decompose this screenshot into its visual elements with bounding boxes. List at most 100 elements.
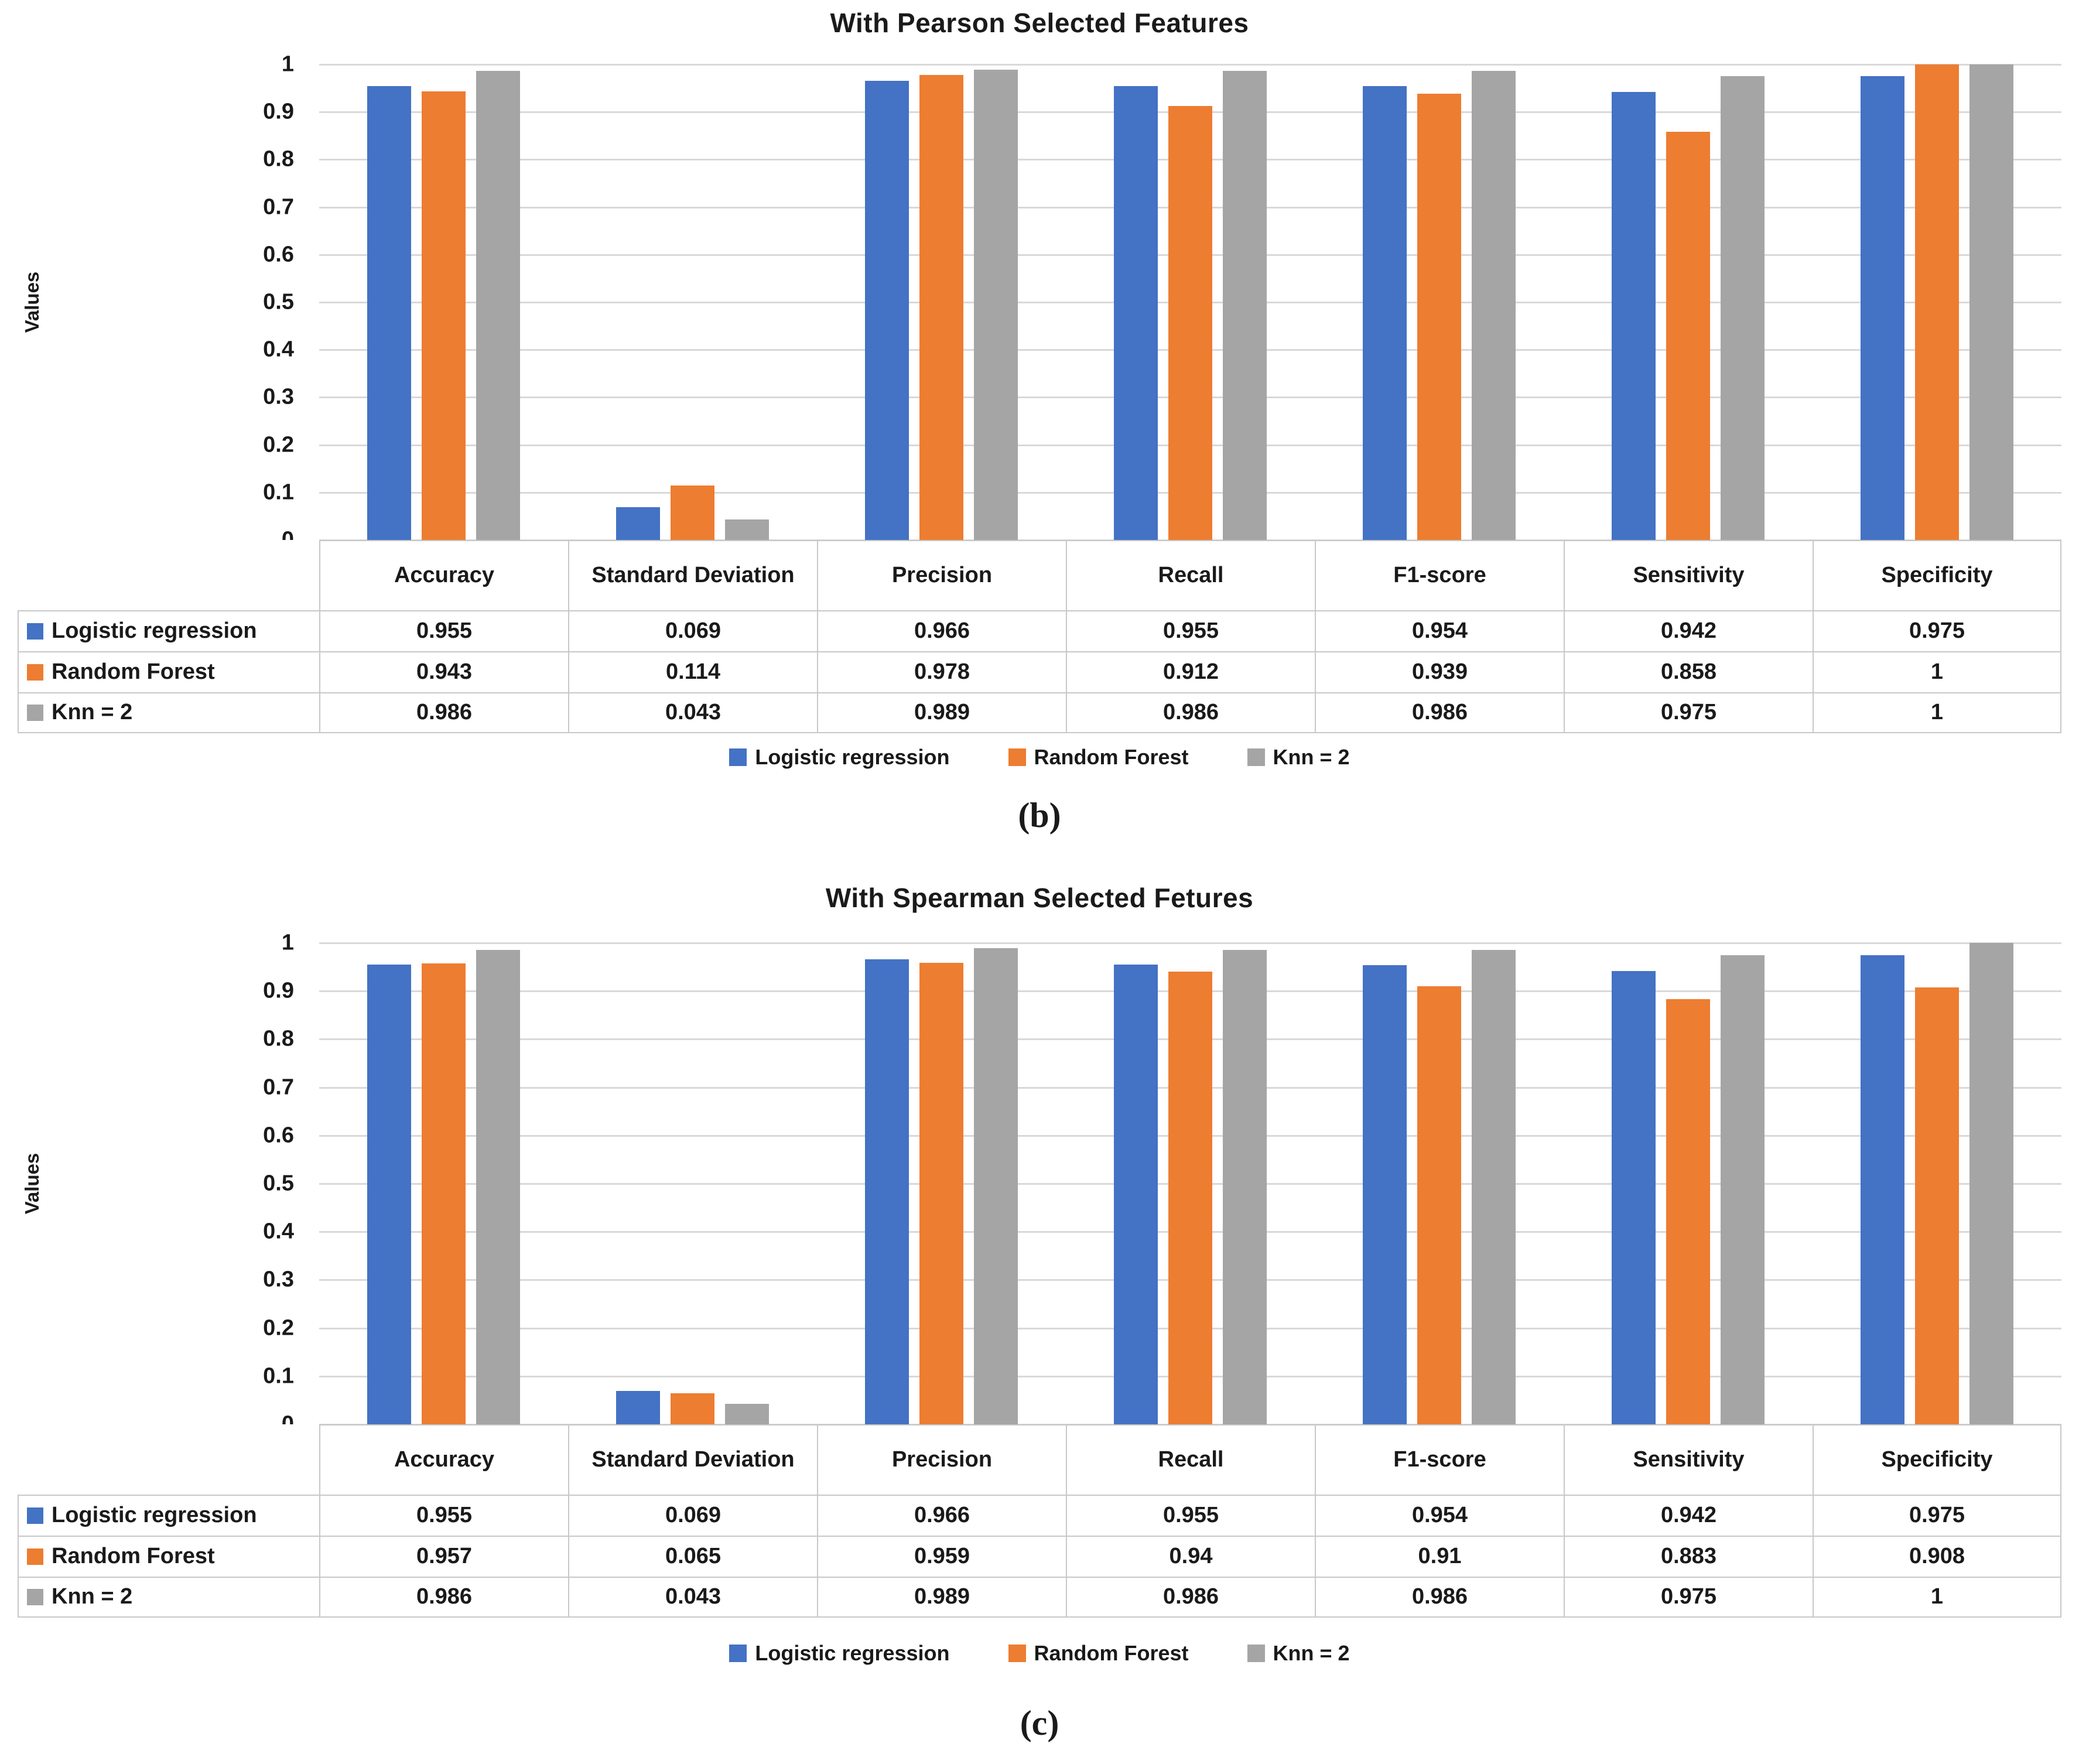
bar-groups (319, 64, 2061, 540)
bar-group-accuracy (319, 943, 568, 1424)
bar-random-forest-precision (919, 74, 963, 540)
bar-knn-2-standard-deviation (725, 1403, 769, 1424)
y-tick-label: 0.3 (263, 384, 294, 409)
bar-group-precision (817, 943, 1066, 1424)
value-cell: 0.91 (1315, 1536, 1564, 1577)
figure-caption: (b) (1018, 796, 1061, 835)
plot-area (319, 64, 2061, 541)
y-tick-label: 0.1 (263, 480, 294, 505)
value-cell: 0.908 (1813, 1536, 2061, 1577)
series-name: Logistic regression (52, 1503, 257, 1528)
value-cell: 0.986 (1315, 1577, 1564, 1618)
column-header-accuracy: Accuracy (319, 540, 568, 610)
bar-logistic-regression-recall (1114, 965, 1158, 1424)
y-tick-label: 0.7 (263, 194, 294, 220)
bar-logistic-regression-specificity (1861, 76, 1904, 540)
value-cell: 0.989 (817, 1577, 1066, 1618)
y-tick-label: 0.2 (263, 1315, 294, 1341)
bar-logistic-regression-precision (865, 80, 909, 540)
series-name: Knn = 2 (52, 1584, 133, 1609)
gridline (319, 64, 2061, 66)
y-tick-label: 0.6 (263, 242, 294, 267)
value-cell: 1 (1813, 651, 2061, 692)
y-axis-ticks: 10.90.80.70.60.50.40.30.20.10 (193, 931, 302, 1437)
gridline (319, 942, 2061, 944)
bar-logistic-regression-standard-deviation (616, 507, 660, 540)
chart-title: With Pearson Selected Features (830, 8, 1249, 38)
bar-random-forest-standard-deviation (671, 486, 714, 540)
bar-random-forest-specificity (1915, 987, 1959, 1424)
bar-group-specificity (1813, 64, 2061, 540)
column-header-accuracy: Accuracy (319, 1424, 568, 1495)
series-swatch (27, 664, 43, 681)
bar-group-sensitivity (1564, 943, 1813, 1424)
value-cell: 0.114 (568, 651, 817, 692)
column-header-standard-deviation: Standard Deviation (568, 540, 817, 610)
bar-random-forest-recall (1168, 106, 1212, 540)
column-header-precision: Precision (817, 1424, 1066, 1495)
value-cell: 0.043 (568, 692, 817, 733)
bar-knn-2-standard-deviation (725, 519, 769, 540)
row-label-random-forest: Random Forest (18, 651, 319, 692)
series-swatch (27, 705, 43, 721)
column-header-specificity: Specificity (1813, 540, 2061, 610)
bar-logistic-regression-recall (1114, 86, 1158, 540)
legend-item-random-forest: Random Forest (1008, 745, 1189, 770)
y-tick-label: 0.9 (263, 99, 294, 124)
series-swatch (27, 1507, 43, 1524)
column-header-f1-score: F1-score (1315, 540, 1564, 610)
value-cell: 0.069 (568, 1495, 817, 1536)
row-label-logistic-regression: Logistic regression (18, 610, 319, 651)
column-header-sensitivity: Sensitivity (1564, 1424, 1813, 1495)
series-name: Random Forest (52, 1544, 215, 1569)
value-cell: 0.954 (1315, 610, 1564, 651)
legend: Logistic regression Random Forest Knn = 2 (0, 745, 2079, 770)
y-tick-label: 0.1 (263, 1363, 294, 1389)
y-tick-label: 0.4 (263, 337, 294, 362)
bar-knn-2-specificity (1969, 64, 2013, 540)
bar-logistic-regression-sensitivity (1612, 970, 1656, 1424)
bar-logistic-regression-f1-score (1363, 965, 1407, 1424)
value-cell: 0.94 (1066, 1536, 1315, 1577)
value-cell: 0.986 (1066, 1577, 1315, 1618)
y-tick-label: 0.3 (263, 1267, 294, 1292)
legend-item-knn-2: Knn = 2 (1247, 1641, 1350, 1666)
value-cell: 0.959 (817, 1536, 1066, 1577)
table-corner-cell (18, 1424, 319, 1495)
pearson-chart-section: With Pearson Selected Features Values 1 0… (0, 0, 2079, 867)
bar-group-specificity (1813, 943, 2061, 1424)
legend-swatch (1247, 748, 1265, 766)
legend: Logistic regression Random Forest Knn = 2 (0, 1641, 2079, 1666)
bar-random-forest-standard-deviation (671, 1393, 714, 1424)
bar-knn-2-f1-score (1472, 71, 1516, 540)
bar-group-accuracy (319, 64, 568, 540)
legend-label: Knn = 2 (1273, 1641, 1350, 1665)
row-label-knn-2: Knn = 2 (18, 1577, 319, 1618)
bar-group-precision (817, 64, 1066, 540)
bar-knn-2-specificity (1969, 943, 2013, 1424)
bar-random-forest-f1-score (1417, 93, 1461, 540)
bar-random-forest-accuracy (422, 963, 466, 1424)
bar-knn-2-recall (1223, 71, 1267, 540)
bar-logistic-regression-precision (865, 959, 909, 1424)
value-cell: 0.939 (1315, 651, 1564, 692)
y-axis-label: Values (21, 271, 43, 333)
value-cell: 0.912 (1066, 651, 1315, 692)
column-header-sensitivity: Sensitivity (1564, 540, 1813, 610)
value-cell: 1 (1813, 1577, 2061, 1618)
value-cell: 1 (1813, 692, 2061, 733)
value-cell: 0.978 (817, 651, 1066, 692)
bar-groups (319, 943, 2061, 1424)
value-cell: 0.986 (1066, 692, 1315, 733)
series-name: Logistic regression (52, 618, 257, 644)
bar-random-forest-f1-score (1417, 986, 1461, 1424)
bar-group-f1-score (1315, 64, 1564, 540)
column-header-recall: Recall (1066, 1424, 1315, 1495)
bar-random-forest-precision (919, 962, 963, 1424)
bar-random-forest-accuracy (422, 91, 466, 540)
table-corner-cell (18, 540, 319, 610)
legend-swatch (1247, 1645, 1265, 1662)
legend-swatch (1008, 748, 1026, 766)
series-swatch (27, 1548, 43, 1565)
